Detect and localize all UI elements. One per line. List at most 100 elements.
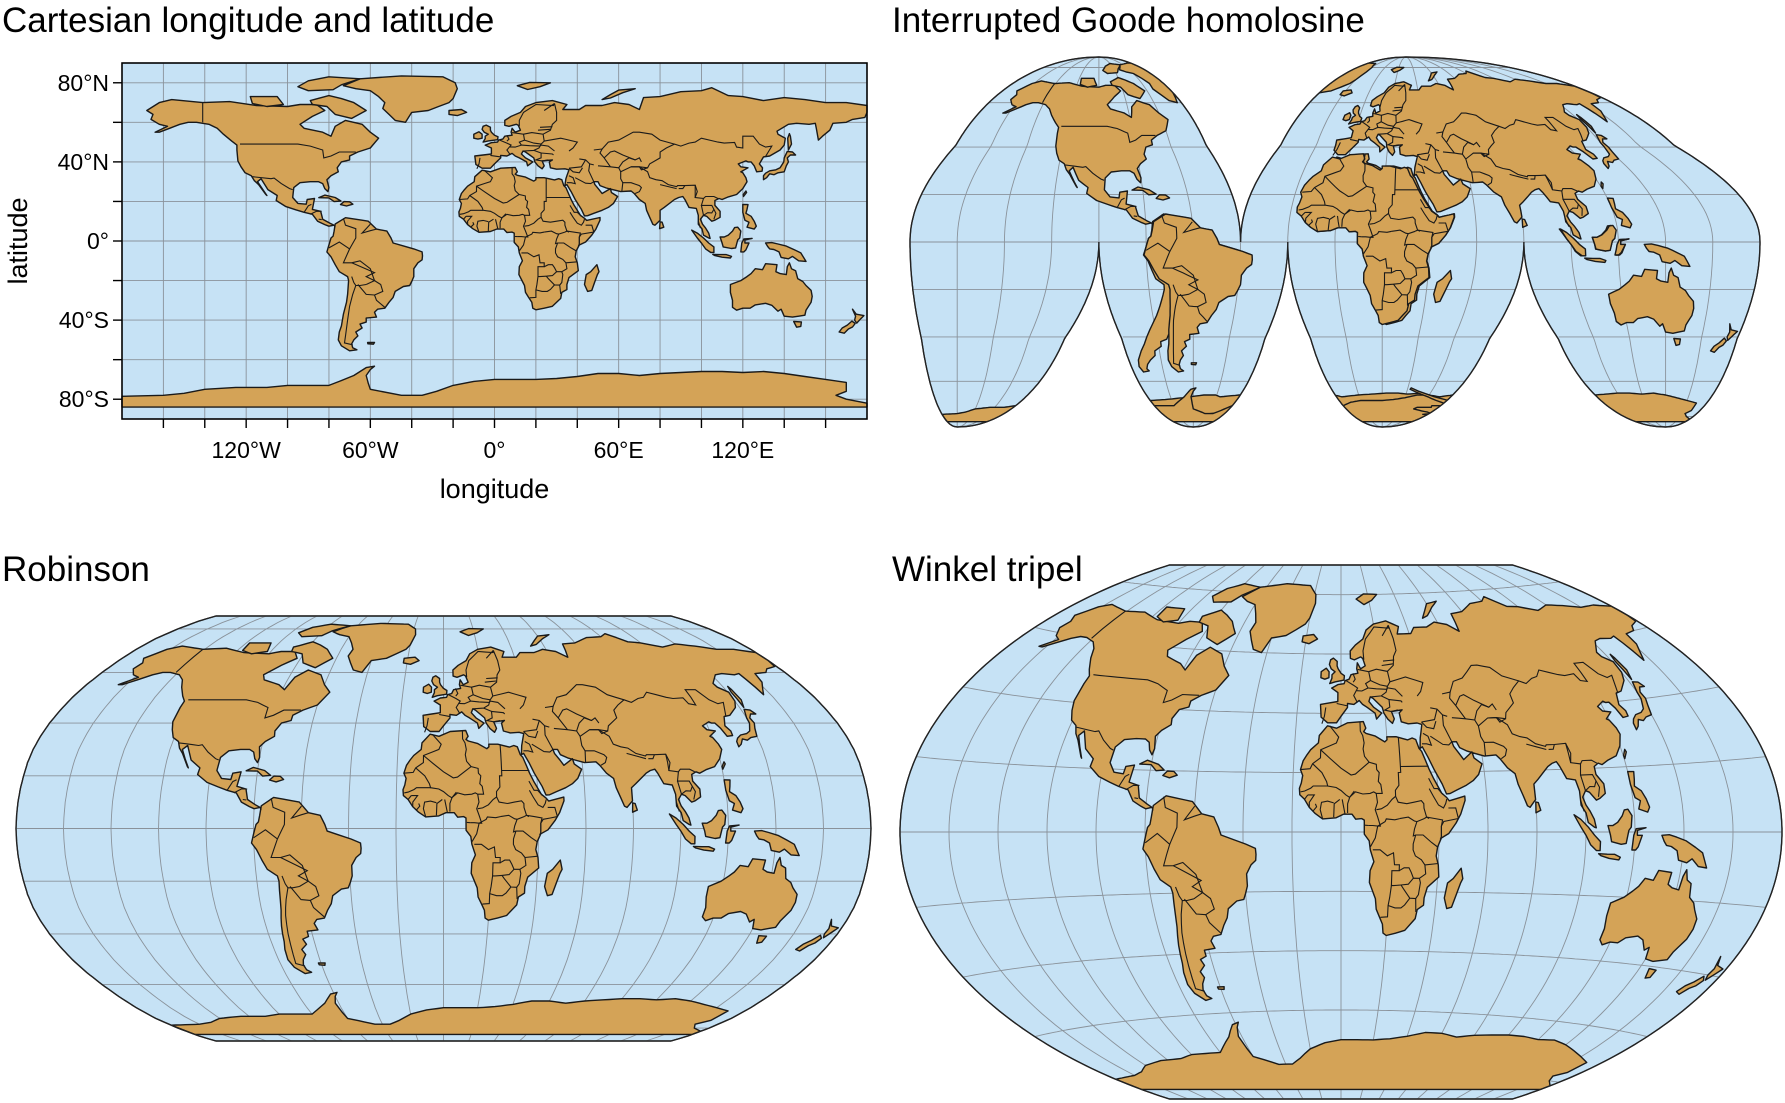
country-border [511, 168, 520, 195]
landmass-java [692, 845, 716, 852]
y-tick-label-40n: 40°N [58, 149, 109, 175]
landmass-victoria [249, 95, 285, 108]
landmass-ireland [422, 683, 433, 695]
country-border [466, 215, 473, 225]
landmass-new-guinea [1661, 834, 1708, 869]
country-border [422, 800, 437, 818]
parallel-line [1122, 581, 1560, 596]
country-border [253, 829, 325, 918]
country-border [459, 209, 484, 215]
country-border [1377, 818, 1400, 827]
country-border [1430, 707, 1448, 717]
landmass-australia [701, 856, 798, 931]
country-border [521, 144, 555, 152]
country-border [1400, 884, 1416, 900]
country-border [559, 271, 564, 295]
country-border [1336, 215, 1340, 228]
country-border [518, 236, 527, 252]
country-border [1449, 664, 1519, 693]
country-border [1182, 805, 1202, 821]
country-border [461, 731, 472, 767]
country-border [543, 103, 555, 111]
landmass-north-america [146, 98, 380, 227]
country-border [543, 264, 558, 272]
country-border [1093, 674, 1200, 704]
country-border [700, 205, 715, 217]
country-border [542, 103, 558, 135]
landmass-sri-lanka [631, 802, 638, 813]
country-border [1580, 759, 1598, 765]
landmass-antarctica [170, 991, 729, 1036]
landmass-java [712, 253, 733, 259]
landmass-sri-lanka [658, 221, 665, 230]
country-border [470, 794, 483, 824]
landmass-sri-lanka [1521, 218, 1528, 228]
landmass-greenland [1241, 583, 1317, 654]
landmass-sumatra [668, 813, 696, 845]
country-border [1421, 708, 1438, 723]
landmass-australia [729, 262, 813, 318]
landmass-antarctica [121, 365, 868, 408]
landmass-africa [458, 166, 601, 311]
landmass-cuba [245, 766, 272, 777]
country-border [523, 145, 541, 152]
landmass-sulawesi [1631, 827, 1647, 851]
landmass-novaya-zemlya [1421, 600, 1437, 619]
landmass-new-guinea [753, 829, 800, 857]
country-border [472, 694, 491, 701]
country-border [639, 166, 717, 220]
landmass-south-america [1143, 213, 1253, 373]
country-border [270, 798, 286, 840]
country-border [697, 221, 701, 229]
landmass-hispaniola [1162, 770, 1178, 779]
country-border [1332, 142, 1341, 156]
landmass-baffin [1109, 76, 1146, 100]
x-tick-label-0: 0° [484, 437, 506, 463]
country-border [554, 231, 577, 252]
country-border [1379, 84, 1406, 107]
country-border [512, 816, 538, 843]
landmass-antarctica [1115, 1021, 1588, 1091]
country-border [303, 203, 312, 213]
country-border [1172, 284, 1181, 367]
country-border [1451, 717, 1487, 757]
country-border [1441, 714, 1453, 743]
country-border [659, 184, 677, 190]
country-border [1182, 898, 1195, 902]
landmass-new-guinea [1643, 243, 1691, 268]
landmass-new-guinea [764, 241, 807, 263]
country-border [1415, 878, 1421, 913]
country-border [343, 276, 357, 346]
country-border [1391, 229, 1409, 235]
country-border [517, 215, 529, 238]
landmass-falklands [1216, 986, 1225, 991]
landmass-cuba [318, 194, 342, 203]
country-border [310, 210, 322, 215]
country-border [1076, 726, 1114, 751]
country-border [1367, 116, 1371, 124]
landmass-hispaniola [339, 200, 354, 207]
country-border [1387, 166, 1421, 232]
landmass-greenland [342, 75, 458, 123]
country-border [579, 158, 594, 166]
country-border [1345, 680, 1359, 703]
landmass-sakhalin [1575, 113, 1597, 134]
country-border [1434, 149, 1444, 172]
country-border [1370, 689, 1388, 698]
landmass-madagascar [1443, 867, 1464, 910]
country-border [1562, 199, 1579, 213]
country-border [1548, 744, 1555, 750]
country-border [1361, 211, 1374, 238]
country-border [552, 684, 625, 707]
country-border [1369, 825, 1379, 848]
landmass-ellesmere [297, 623, 352, 638]
landmass-victoria [242, 642, 272, 655]
country-border [1179, 293, 1198, 308]
country-border [566, 175, 577, 185]
country-border [545, 275, 560, 286]
country-border [1375, 283, 1394, 311]
landmass-japan [736, 708, 758, 748]
country-border [281, 875, 306, 967]
country-border [1415, 266, 1429, 269]
country-border [1061, 125, 1156, 144]
